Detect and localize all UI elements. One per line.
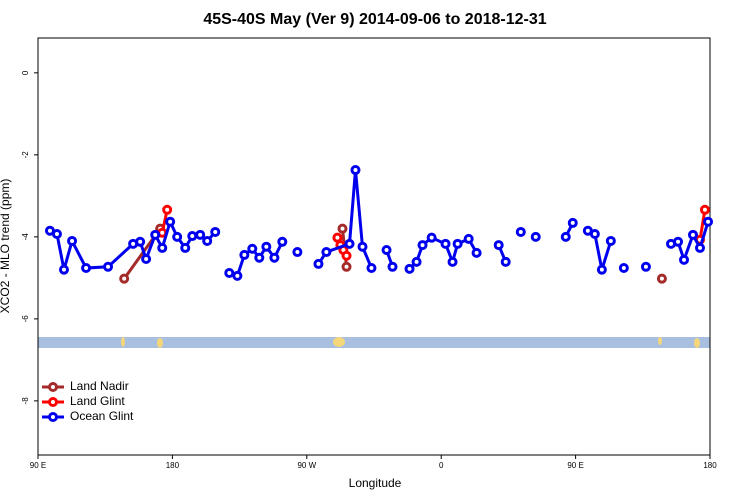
y-tick-label: -4	[21, 233, 30, 241]
data-point	[195, 229, 206, 240]
land-patch	[658, 337, 662, 345]
data-point	[417, 240, 428, 251]
y-tick-label: -6	[21, 315, 30, 323]
data-point	[452, 238, 463, 249]
data-point	[589, 228, 600, 239]
data-point	[656, 273, 667, 284]
land-patch	[121, 337, 125, 347]
data-point	[493, 240, 504, 251]
y-tick-label: -8	[21, 397, 30, 405]
data-point	[51, 228, 62, 239]
data-point	[58, 264, 69, 275]
legend-swatch-marker	[48, 397, 58, 407]
data-point	[150, 229, 161, 240]
data-point	[411, 256, 422, 267]
data-point	[162, 204, 173, 215]
data-point	[381, 244, 392, 255]
x-tick-label: 0	[439, 461, 444, 470]
data-point	[618, 263, 629, 274]
data-point	[103, 261, 114, 272]
data-point	[471, 247, 482, 258]
y-tick-label: 0	[21, 70, 30, 75]
data-point	[596, 264, 607, 275]
data-point	[157, 242, 168, 253]
data-point	[313, 258, 324, 269]
legend-label: Land Nadir	[70, 379, 129, 393]
data-point	[679, 254, 690, 265]
x-tick-label: 180	[166, 461, 180, 470]
data-point	[530, 231, 541, 242]
data-point	[673, 236, 684, 247]
data-point	[447, 256, 458, 267]
data-point	[337, 223, 348, 234]
data-point	[321, 247, 332, 258]
data-point	[366, 263, 377, 274]
data-point	[247, 243, 258, 254]
data-point	[560, 231, 571, 242]
data-point	[350, 165, 361, 176]
legend-label: Land Glint	[70, 394, 125, 408]
data-point	[254, 252, 265, 263]
data-point	[605, 235, 616, 246]
data-point	[699, 204, 710, 215]
data-point	[357, 241, 368, 252]
data-point	[387, 261, 398, 272]
legend-swatch-marker	[48, 382, 58, 392]
land-patch	[333, 337, 345, 347]
series-line	[160, 209, 707, 257]
data-point	[500, 256, 511, 267]
x-axis-label: Longitude	[349, 476, 402, 490]
data-point	[224, 267, 235, 278]
data-point	[269, 252, 280, 263]
surface-strip	[38, 337, 710, 348]
ocean-strip	[38, 337, 710, 348]
data-point	[119, 273, 130, 284]
data-point	[277, 236, 288, 247]
data-point	[81, 263, 92, 274]
data-point	[463, 233, 474, 244]
data-point	[404, 263, 415, 274]
chart-title: 45S-40S May (Ver 9) 2014-09-06 to 2018-1…	[203, 11, 546, 28]
data-point	[239, 249, 250, 260]
data-point	[202, 235, 213, 246]
data-point	[67, 235, 78, 246]
data-point	[141, 254, 152, 265]
data-point	[341, 261, 352, 272]
data-point	[232, 270, 243, 281]
data-point	[694, 242, 705, 253]
data-point	[172, 231, 183, 242]
data-point	[292, 247, 303, 258]
x-tick-label: 90 E	[30, 461, 46, 470]
data-point	[440, 238, 451, 249]
data-point	[687, 229, 698, 240]
data-point	[341, 250, 352, 261]
plot-frame	[37, 37, 711, 456]
legend-label: Ocean Glint	[70, 409, 134, 423]
data-point	[165, 216, 176, 227]
x-tick-label: 90 E	[567, 461, 583, 470]
data-point	[187, 231, 198, 242]
data-point	[703, 216, 714, 227]
data-point	[344, 238, 355, 249]
data-point	[567, 217, 578, 228]
land-patch	[694, 338, 700, 348]
data-point	[515, 226, 526, 237]
data-point	[426, 232, 437, 243]
x-tick-label: 90 W	[297, 461, 316, 470]
y-tick-label: -2	[21, 151, 30, 159]
data-point	[210, 226, 221, 237]
data-point	[135, 236, 146, 247]
legend-swatch-marker	[48, 412, 58, 422]
data-point	[180, 242, 191, 253]
data-point	[261, 241, 272, 252]
land-patch	[157, 338, 163, 348]
data-point	[640, 261, 651, 272]
y-axis-label: XCO2 - MLO trend (ppm)	[0, 179, 12, 314]
x-tick-label: 180	[703, 461, 717, 470]
